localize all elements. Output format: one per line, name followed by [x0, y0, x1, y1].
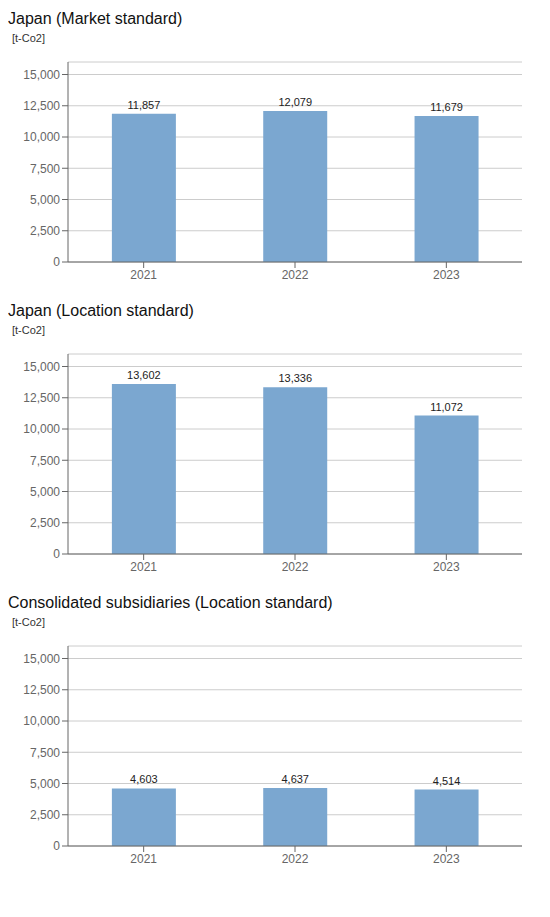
html-text:Japan (Location standard): Japan (Location standard) — [8, 302, 194, 319]
svg-text:0: 0 — [53, 255, 60, 269]
svg-text:2023: 2023 — [433, 268, 460, 282]
svg-text:2023: 2023 — [433, 852, 460, 866]
svg-text:12,500: 12,500 — [23, 391, 60, 405]
svg-text:5,000: 5,000 — [30, 777, 60, 791]
svg-text:2021: 2021 — [130, 560, 157, 574]
svg-text:15,000: 15,000 — [23, 360, 60, 374]
svg-text:2021: 2021 — [130, 852, 157, 866]
svg-text:7,500: 7,500 — [30, 746, 60, 760]
svg-text:13,336: 13,336 — [278, 372, 312, 384]
svg-text:4,637: 4,637 — [281, 773, 309, 785]
svg-text:2022: 2022 — [282, 852, 309, 866]
svg-text:2,500: 2,500 — [30, 224, 60, 238]
html-text:[t-Co2]: [t-Co2] — [12, 32, 45, 44]
svg-text:12,500: 12,500 — [23, 683, 60, 697]
svg-text:13,602: 13,602 — [127, 369, 161, 381]
svg-text:10,000: 10,000 — [23, 422, 60, 436]
svg-text:2,500: 2,500 — [30, 808, 60, 822]
html-text:[t-Co2]: [t-Co2] — [12, 324, 45, 336]
svg-text:11,072: 11,072 — [430, 401, 463, 413]
svg-text:15,000: 15,000 — [23, 68, 60, 82]
svg-text:4,603: 4,603 — [130, 773, 158, 785]
svg-text:0: 0 — [53, 547, 60, 561]
svg-text:2022: 2022 — [282, 268, 309, 282]
svg-text:2,500: 2,500 — [30, 516, 60, 530]
svg-text:0: 0 — [53, 839, 60, 853]
svg-text:10,000: 10,000 — [23, 714, 60, 728]
svg-text:4,514: 4,514 — [433, 775, 461, 787]
svg-text:12,500: 12,500 — [23, 99, 60, 113]
svg-text:10,000: 10,000 — [23, 130, 60, 144]
svg-text:7,500: 7,500 — [30, 454, 60, 468]
svg-text:12,079: 12,079 — [278, 96, 312, 108]
svg-text:15,000: 15,000 — [23, 652, 60, 666]
svg-text:5,000: 5,000 — [30, 193, 60, 207]
html-text:[t-Co2]: [t-Co2] — [12, 616, 45, 628]
svg-text:11,857: 11,857 — [127, 99, 160, 111]
svg-text:7,500: 7,500 — [30, 162, 60, 176]
svg-text:5,000: 5,000 — [30, 485, 60, 499]
svg-text:2023: 2023 — [433, 560, 460, 574]
svg-text:2021: 2021 — [130, 268, 157, 282]
html-text:Consolidated subsidiaries (Loc: Consolidated subsidiaries (Location stan… — [8, 594, 333, 611]
svg-text:11,679: 11,679 — [430, 101, 463, 113]
svg-text:2022: 2022 — [282, 560, 309, 574]
html-text:Japan (Market standard): Japan (Market standard) — [8, 10, 183, 27]
